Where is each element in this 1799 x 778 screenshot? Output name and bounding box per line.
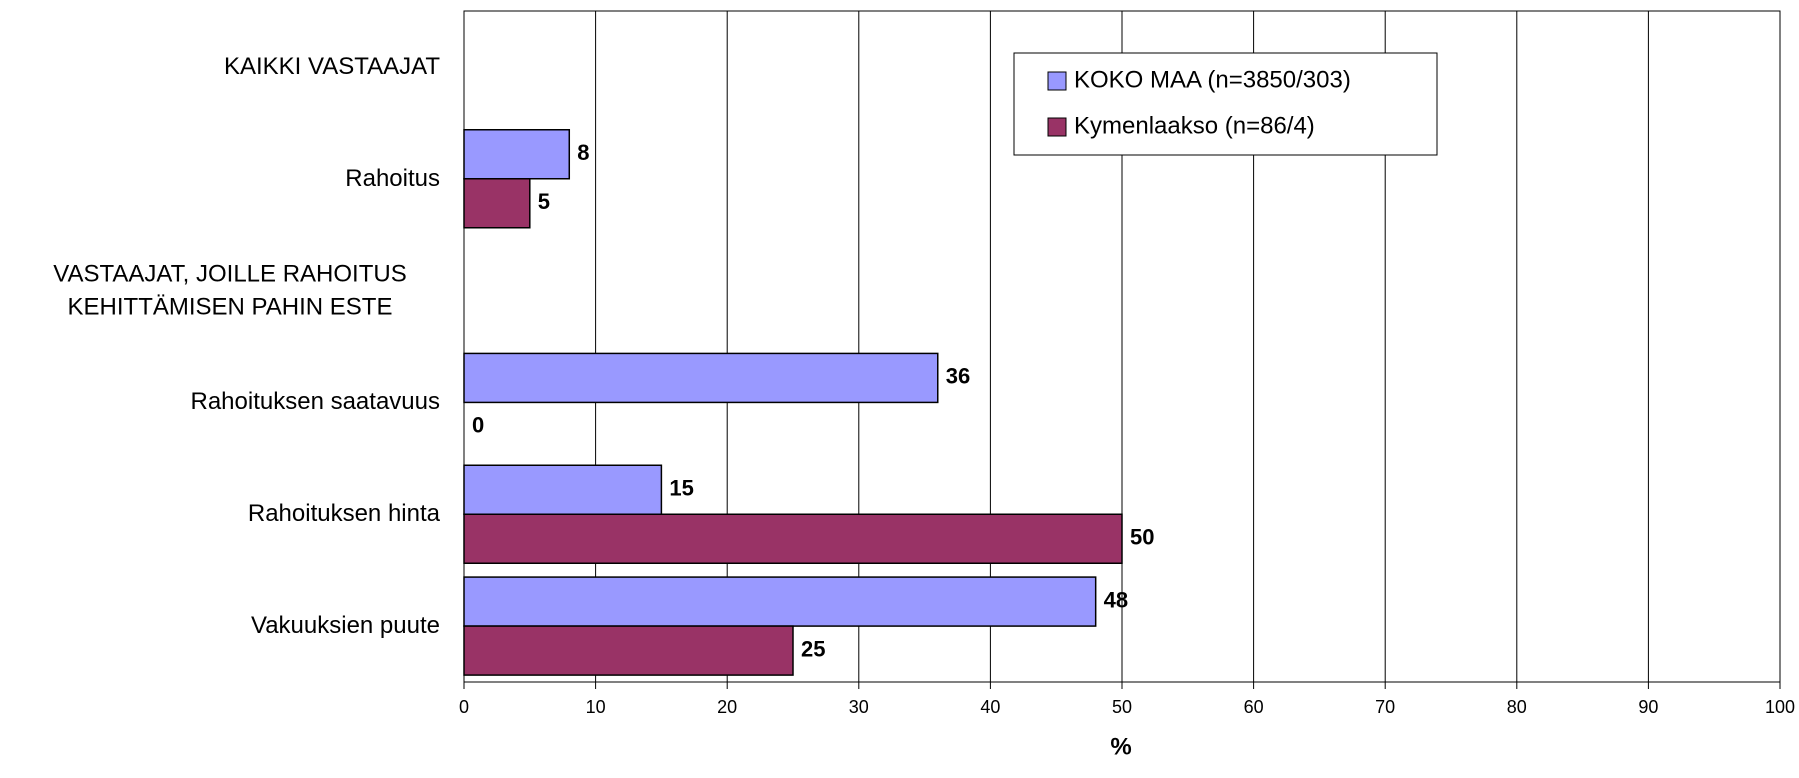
category-label: Vakuuksien puute <box>0 609 440 643</box>
bar <box>463 576 1097 627</box>
category-label: KAIKKI VASTAAJAT <box>0 50 440 84</box>
data-label: 8 <box>577 140 589 165</box>
x-tick-label: 50 <box>1112 697 1132 717</box>
category-label: Rahoituksen hinta <box>0 497 440 531</box>
bar <box>463 513 1123 564</box>
category-text: Rahoituksen saatavuus <box>190 388 441 416</box>
bar <box>463 129 571 180</box>
category-label: VASTAAJAT, JOILLE RAHOITUS KEHITTÄMISEN … <box>0 257 440 324</box>
legend-swatch <box>1047 117 1067 137</box>
data-label: 36 <box>946 364 970 389</box>
x-tick-label: 60 <box>1244 697 1264 717</box>
x-tick-label: 0 <box>459 697 469 717</box>
data-label: 48 <box>1104 587 1128 612</box>
legend-label: KOKO MAA (n=3850/303) <box>1074 66 1351 93</box>
x-tick-label: 30 <box>849 697 869 717</box>
legend-label: Kymenlaakso (n=86/4) <box>1074 112 1315 139</box>
category-text: Vakuuksien puute <box>250 612 440 640</box>
category-label: Rahoituksen saatavuus <box>0 386 441 420</box>
data-label: 15 <box>669 476 693 501</box>
legend-swatch <box>1047 71 1067 91</box>
bar <box>463 464 663 515</box>
data-label: 50 <box>1130 525 1154 550</box>
x-tick-label: 90 <box>1638 697 1658 717</box>
category-label: Rahoitus <box>0 162 440 196</box>
legend-box <box>1013 52 1438 156</box>
plot-frame <box>463 10 1781 683</box>
data-label: 5 <box>538 189 550 214</box>
category-text: Rahoitus <box>345 164 440 192</box>
bar <box>463 178 531 229</box>
bar <box>463 625 794 676</box>
bar <box>463 352 939 404</box>
category-text: VASTAAJAT, JOILLE RAHOITUS KEHITTÄMISEN … <box>53 259 407 321</box>
data-label: 25 <box>801 636 825 661</box>
x-tick-label: 80 <box>1507 697 1527 717</box>
x-axis-label: % <box>1110 733 1131 760</box>
x-tick-label: 40 <box>980 697 1000 717</box>
x-tick-label: 70 <box>1375 697 1395 717</box>
x-tick-label: 10 <box>586 697 606 717</box>
data-label: 0 <box>472 413 484 438</box>
category-text: KAIKKI VASTAAJAT <box>223 53 440 81</box>
category-text: Rahoituksen hinta <box>247 500 440 528</box>
x-tick-label: 100 <box>1765 697 1795 717</box>
x-tick-label: 20 <box>717 697 737 717</box>
